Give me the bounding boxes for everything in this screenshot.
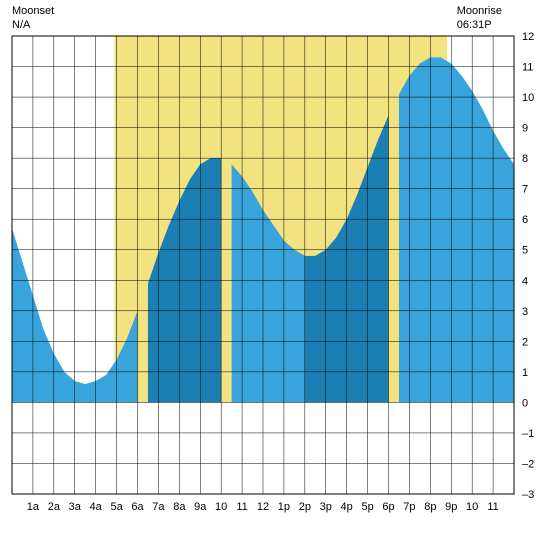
- y-tick-label: –3: [522, 489, 534, 501]
- x-tick-label: 4a: [90, 501, 103, 513]
- x-tick-label: 3a: [69, 501, 82, 513]
- y-tick-label: 11: [522, 62, 533, 74]
- y-tick-label: 7: [522, 184, 528, 196]
- x-tick-label: 9p: [445, 501, 457, 513]
- x-tick-label: 7a: [152, 501, 165, 513]
- x-tick-label: 11: [236, 501, 247, 513]
- y-tick-label: 10: [522, 92, 534, 104]
- x-tick-label: 1p: [278, 501, 290, 513]
- x-tick-label: 10: [466, 501, 478, 513]
- x-tick-label: 8p: [424, 501, 436, 513]
- tide-chart-container: Moonset N/A Moonrise 06:31P –3–2–1012345…: [0, 0, 550, 550]
- y-tick-label: –1: [522, 428, 534, 440]
- y-tick-label: 2: [522, 336, 528, 348]
- y-tick-label: 3: [522, 306, 528, 318]
- x-tick-label: 1a: [27, 501, 40, 513]
- x-tick-label: 12: [257, 501, 269, 513]
- y-tick-label: –2: [522, 458, 534, 470]
- tide-chart: –3–2–101234567891011121a2a3a4a5a6a7a8a9a…: [0, 0, 550, 550]
- x-tick-label: 6a: [131, 501, 144, 513]
- x-tick-label: 5p: [361, 501, 373, 513]
- x-tick-label: 5a: [110, 501, 123, 513]
- y-tick-label: 6: [522, 214, 528, 226]
- x-tick-label: 11: [487, 501, 498, 513]
- x-tick-label: 6p: [382, 501, 394, 513]
- x-tick-label: 8a: [173, 501, 186, 513]
- x-tick-label: 10: [215, 501, 227, 513]
- y-tick-label: 1: [522, 367, 528, 379]
- x-tick-label: 7p: [403, 501, 415, 513]
- y-tick-label: 0: [522, 397, 528, 409]
- x-tick-label: 2a: [48, 501, 61, 513]
- x-tick-label: 4p: [341, 501, 353, 513]
- y-tick-label: 9: [522, 123, 528, 135]
- y-tick-label: 8: [522, 153, 528, 165]
- y-tick-label: 12: [522, 31, 534, 43]
- x-tick-label: 2p: [299, 501, 311, 513]
- x-tick-label: 3p: [320, 501, 332, 513]
- y-tick-label: 4: [522, 275, 528, 287]
- y-tick-label: 5: [522, 245, 528, 257]
- x-tick-label: 9a: [194, 501, 207, 513]
